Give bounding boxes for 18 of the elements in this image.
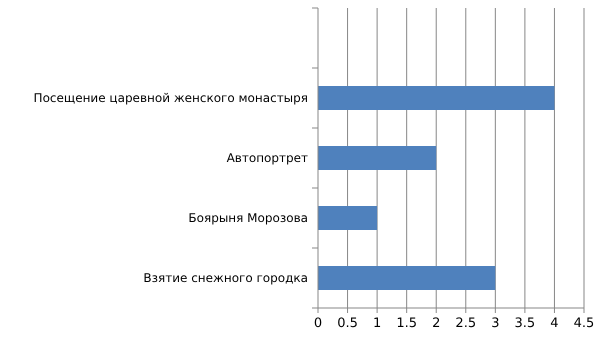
bar	[318, 206, 378, 230]
y-tick-label: Автопортрет	[226, 151, 308, 166]
x-tick-label: 0	[314, 316, 322, 331]
x-tick-label: 4.5	[574, 316, 594, 331]
x-tick-label: 3.5	[514, 316, 536, 331]
bar	[318, 146, 436, 170]
y-tick-label: Взятие снежного городка	[143, 271, 308, 286]
y-tick-label: Боярыня Морозова	[188, 211, 308, 226]
x-tick-label: 4	[550, 316, 559, 331]
x-tick-label: 2.5	[455, 316, 476, 331]
x-tick-label: 1	[372, 316, 382, 331]
x-tick-label: 2	[432, 316, 440, 331]
y-tick-label: Посещение царевной женского монастыря	[34, 91, 308, 106]
x-tick-label: 0.5	[337, 316, 358, 331]
x-tick-label: 3	[491, 316, 500, 331]
bar	[318, 266, 496, 290]
bar	[318, 86, 554, 110]
x-tick-label: 1.5	[396, 316, 418, 331]
